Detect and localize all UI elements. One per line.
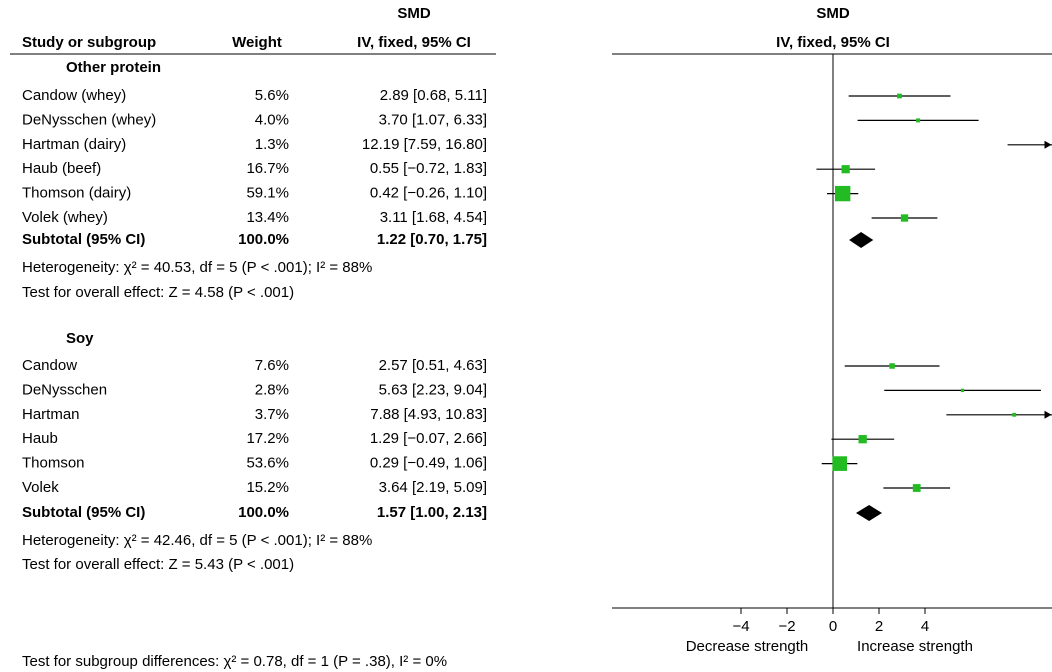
study-weight: 7.6% <box>255 357 289 374</box>
study-estimate: 3.70 [1.07, 6.33] <box>379 111 487 128</box>
subtotal-name: Subtotal (95% CI) <box>22 504 145 521</box>
subtotal-weight: 100.0% <box>238 504 289 521</box>
study-name: Candow (whey) <box>22 87 126 104</box>
x-tick-label: −2 <box>778 618 795 635</box>
study-name: DeNysschen <box>22 381 107 398</box>
study-estimate: 3.11 [1.68, 4.54] <box>380 209 487 226</box>
study-square <box>912 484 921 492</box>
study-name: Hartman <box>22 406 80 423</box>
study-square <box>841 165 850 174</box>
subtotal-estimate: 1.57 [1.00, 2.13] <box>377 504 487 521</box>
x-label-left: Decrease strength <box>686 638 809 655</box>
x-tick-label: −4 <box>732 618 749 635</box>
study-square <box>834 185 851 202</box>
subtotal-estimate: 1.22 [0.70, 1.75] <box>377 231 487 248</box>
subtotal-diamond <box>849 232 874 248</box>
header-effect: SMD <box>397 5 431 22</box>
study-estimate: 2.57 [0.51, 4.63] <box>379 357 487 374</box>
header-method: IV, fixed, 95% CI <box>357 34 471 51</box>
subtotal-weight: 100.0% <box>238 231 289 248</box>
study-square <box>858 435 867 444</box>
header-effect-plot: SMD <box>816 5 850 22</box>
study-name: Thomson (dairy) <box>22 185 131 202</box>
study-estimate: 0.29 [−0.49, 1.06] <box>370 455 487 472</box>
study-weight: 5.6% <box>255 87 289 104</box>
study-estimate: 3.64 [2.19, 5.09] <box>379 479 487 496</box>
overall-effect: Test for overall effect: Z = 5.43 (P < .… <box>22 556 294 573</box>
x-tick-label: 4 <box>921 618 929 635</box>
study-estimate: 5.63 [2.23, 9.04] <box>379 381 487 398</box>
study-weight: 15.2% <box>246 479 289 496</box>
footer: Test for subgroup differences: χ² = 0.78… <box>22 653 447 670</box>
study-name: Hartman (dairy) <box>22 136 126 153</box>
study-weight: 13.4% <box>246 209 289 226</box>
heterogeneity: Heterogeneity: χ² = 42.46, df = 5 (P < .… <box>22 532 372 549</box>
study-estimate: 12.19 [7.59, 16.80] <box>362 136 487 153</box>
heterogeneity: Heterogeneity: χ² = 40.53, df = 5 (P < .… <box>22 259 372 276</box>
study-square <box>1012 412 1017 417</box>
header-study: Study or subgroup <box>22 34 156 51</box>
study-estimate: 7.88 [4.93, 10.83] <box>370 406 487 423</box>
study-weight: 1.3% <box>255 136 289 153</box>
study-weight: 2.8% <box>255 381 289 398</box>
study-name: Haub <box>22 430 58 447</box>
study-weight: 53.6% <box>246 455 289 472</box>
study-square <box>900 214 909 222</box>
study-estimate: 1.29 [−0.07, 2.66] <box>370 430 487 447</box>
x-label-right: Increase strength <box>857 638 973 655</box>
study-weight: 4.0% <box>255 111 289 128</box>
ci-arrow <box>1044 410 1052 419</box>
study-name: Thomson <box>22 455 85 472</box>
study-name: Volek <box>22 479 59 496</box>
study-weight: 59.1% <box>246 185 289 202</box>
study-name: Volek (whey) <box>22 209 108 226</box>
study-square <box>897 93 902 99</box>
x-tick-label: 0 <box>829 618 837 635</box>
group-title: Soy <box>66 330 94 347</box>
study-square <box>832 456 847 471</box>
study-square <box>889 363 895 369</box>
study-estimate: 0.42 [−0.26, 1.10] <box>370 185 487 202</box>
study-square <box>960 388 965 393</box>
overall-effect: Test for overall effect: Z = 4.58 (P < .… <box>22 284 294 301</box>
study-estimate: 0.55 [−0.72, 1.83] <box>370 160 487 177</box>
study-weight: 17.2% <box>246 430 289 447</box>
header-weight: Weight <box>232 34 282 51</box>
ci-arrow <box>1044 140 1052 149</box>
study-square <box>916 118 921 123</box>
study-name: DeNysschen (whey) <box>22 111 156 128</box>
study-estimate: 2.89 [0.68, 5.11] <box>380 87 487 104</box>
subtotal-diamond <box>856 505 882 521</box>
header-method-plot: IV, fixed, 95% CI <box>776 34 890 51</box>
study-weight: 16.7% <box>246 160 289 177</box>
study-weight: 3.7% <box>255 406 289 423</box>
x-tick-label: 2 <box>875 618 883 635</box>
study-name: Haub (beef) <box>22 160 101 177</box>
group-title: Other protein <box>66 59 161 76</box>
study-name: Candow <box>22 357 77 374</box>
subtotal-name: Subtotal (95% CI) <box>22 231 145 248</box>
